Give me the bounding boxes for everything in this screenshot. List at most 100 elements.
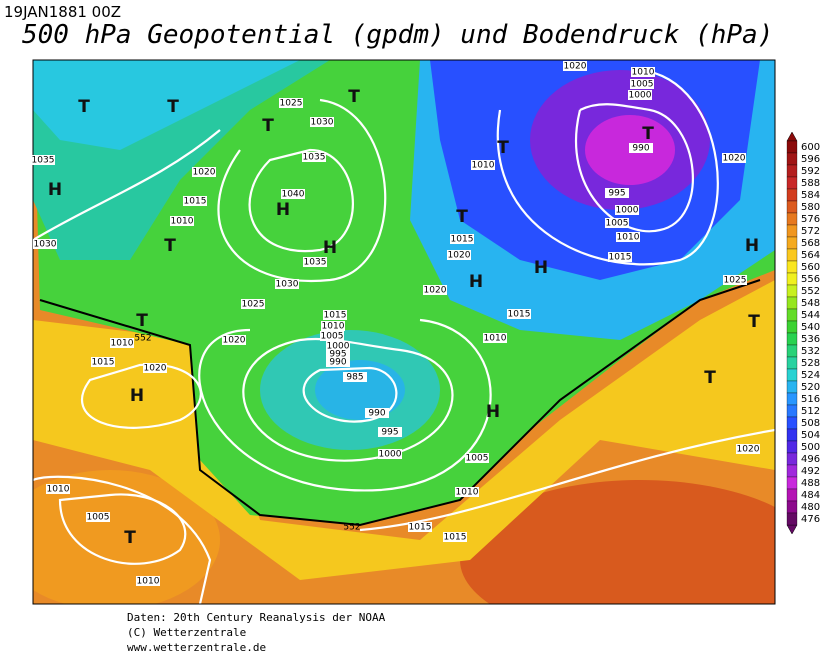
colorbar-swatch [786,392,798,406]
isobar [81,363,202,429]
colorbar-tick-label: 484 [801,490,820,501]
colorbar-tick-label: 492 [801,466,820,477]
colorbar-tick-label: 592 [801,166,820,177]
isobar-label-bg [170,216,194,226]
colorbar-swatch [786,260,798,274]
map-frame [32,59,776,605]
colorbar-swatch [786,404,798,418]
isobar-label: 1025 [724,276,747,286]
colorbar-tick-label: 496 [801,454,820,465]
isobar-label: 1005 [466,454,489,464]
pressure-center: T [456,207,468,227]
field-orange-low [33,470,220,604]
isobar-label: 985 [346,373,363,383]
isobar-label: 995 [329,350,346,360]
pressure-center: T [167,97,179,117]
isobar-label: 1010 [456,488,479,498]
isobar-label-bg [302,152,326,162]
isobar-label-bg [279,98,303,108]
isobar [242,337,454,462]
colorbar-tick-label: 536 [801,334,820,345]
colorbar-swatch [786,332,798,346]
isobar-label-bg [365,408,389,418]
isobar-label-bg [629,143,653,153]
isobar-label: 1010 [47,485,70,495]
pressure-center: H [486,402,500,422]
colorbar-tick-label: 508 [801,418,820,429]
isobar [33,129,221,241]
isobar-label-bg [628,90,652,100]
colorbar-tick-label: 480 [801,502,820,513]
colorbar-swatch [786,512,798,526]
isobar-label: 1020 [448,251,471,261]
colorbar-tick-label: 476 [801,514,820,525]
isobar-label-bg [91,357,115,367]
isobar-label: 995 [381,428,398,438]
colorbar-tick-label: 556 [801,274,820,285]
isobar-label-bg [310,117,334,127]
pressure-center: H [323,238,337,258]
isobar-label-bg [507,309,531,319]
isobar [198,318,492,492]
colorbar-tick-label: 600 [801,142,820,153]
colorbar-swatch [786,476,798,490]
isobar-label: 1015 [508,310,531,320]
isobar-label-bg [423,285,447,295]
colorbar-tick-label: 552 [801,286,820,297]
field-red [460,480,775,604]
isobar-label: 1020 [737,445,760,455]
isobar-label-bg [605,218,629,228]
colorbar-tick-label: 548 [801,298,820,309]
pressure-center: H [469,272,483,292]
pressure-center: T [642,124,654,144]
isobar-label: 1010 [111,339,134,349]
pressure-center: T [124,528,136,548]
isobar-label: 1010 [632,68,655,78]
colorbar-swatch [786,308,798,322]
colorbar-tick-label: 588 [801,178,820,189]
colorbar-tick-label: 532 [801,346,820,357]
colorbar-swatch [786,284,798,298]
isobar-label-bg [326,349,350,359]
isobar-label-bg [631,67,655,77]
colorbar-swatch [786,452,798,466]
isobar-label: 1010 [322,322,345,332]
colorbar-swatch [786,356,798,370]
isobar-label-bg [447,250,471,260]
colorbar-tick-label: 516 [801,394,820,405]
isobar-label-bg [143,363,167,373]
colorbar-swatch [786,248,798,262]
isobar-label-bg [408,522,432,532]
isobar-label-bg [320,331,344,341]
isobar-label: 1000 [616,206,639,216]
isobar-label: 1020 [223,336,246,346]
isobar-label: 1005 [321,332,344,342]
field-cyan [33,60,300,150]
footer-line: Daten: 20th Century Reanalysis der NOAA [127,611,386,624]
isobar-label: 990 [632,144,649,154]
colorbar-swatch [786,200,798,214]
isobar-label: 990 [368,409,385,419]
colorbar-swatch [786,464,798,478]
colorbar-swatch [786,428,798,442]
isobar-label: 1020 [193,168,216,178]
isobar-label: 1030 [34,240,57,250]
colorbar-swatch [786,488,798,502]
isobar-label: 1030 [311,118,334,128]
isobar-label: 1025 [242,300,265,310]
isobar-label: 1000 [327,342,350,352]
isobar [574,103,694,233]
isobar-label-bg [323,310,347,320]
contour-552 [39,279,761,527]
isobar-label-bg [321,321,345,331]
map-field [33,60,775,604]
date-label: 19JAN1881 00Z [4,3,121,21]
colorbar-swatch [786,236,798,250]
isobar-label-bg [630,79,654,89]
isobar-label-bg [46,484,70,494]
isobar-label-bg [471,160,495,170]
isobar-label: 995 [608,189,625,199]
isobar-label-bg [723,275,747,285]
isobar [302,366,398,423]
pressure-center: T [497,138,509,158]
